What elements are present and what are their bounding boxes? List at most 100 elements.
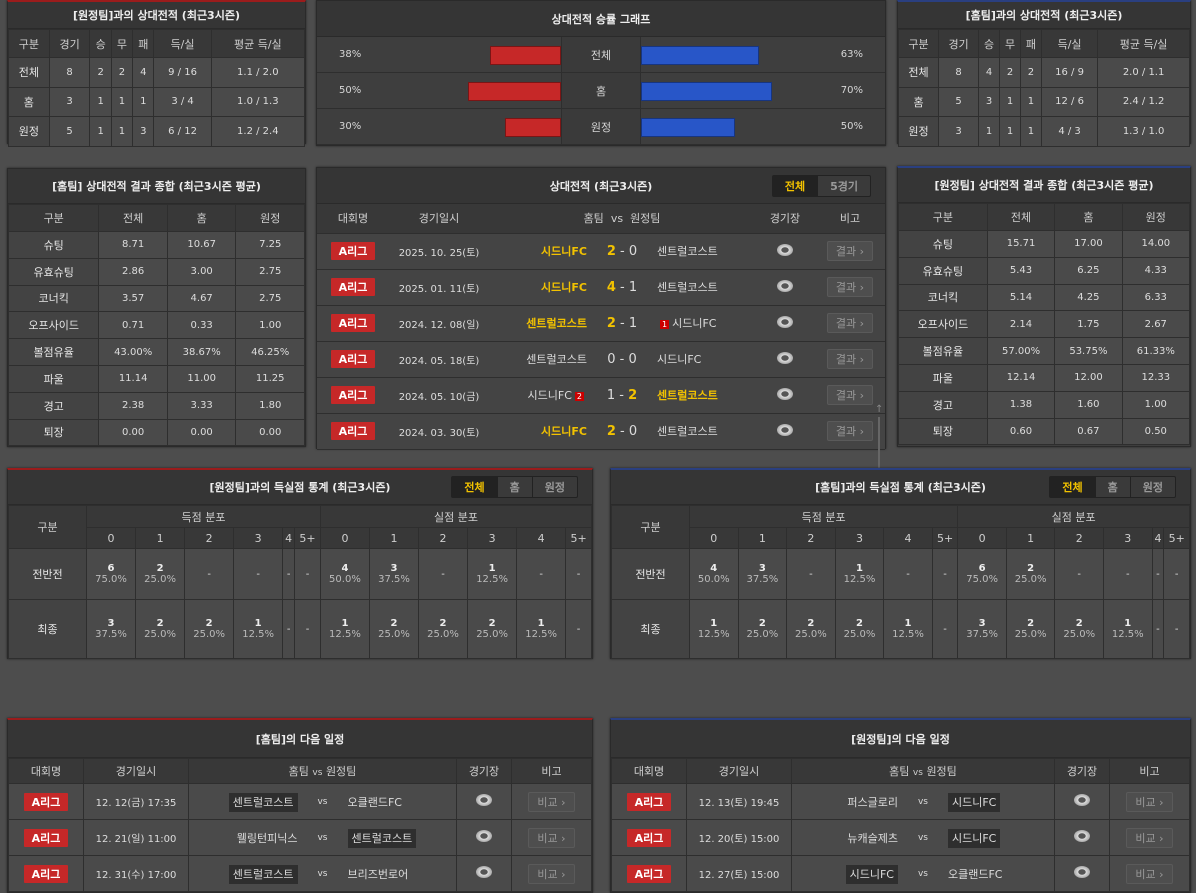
stadium-icon[interactable] [1074,794,1090,806]
stadium-icon[interactable] [777,315,793,328]
league-badge[interactable]: A리그 [23,792,69,811]
schedule-row[interactable]: A리그 12. 12(금) 17:35 센트럴코스트 vs 오클랜드FC 비교 … [8,783,592,820]
stadium-icon[interactable] [777,423,793,436]
league-badge[interactable]: A리그 [330,386,376,404]
result-button[interactable]: 결과 › [826,349,874,369]
league-badge[interactable]: A리그 [330,242,376,260]
schedule-row[interactable]: A리그 12. 21(일) 11:00 웰링턴피닉스 vs 센트럴코스트 비교 … [8,819,592,856]
compare-button[interactable]: 비교 › [1126,791,1173,812]
table-row: 오프사이드 0.71 0.33 1.00 [7,311,305,340]
stadium-icon[interactable] [777,243,793,256]
home-team[interactable]: 센트럴코스트 [228,864,298,884]
away-team[interactable]: 센트럴코스트 [657,281,718,294]
goal-count-header: 1 [1005,527,1056,549]
league-badge[interactable]: A리그 [626,828,672,847]
league-badge[interactable]: A리그 [330,422,376,440]
away-team[interactable]: 시드니FC [948,828,1001,848]
match-row[interactable]: A리그 2024. 03. 30(토) 시드니FC 2 - 0 센트럴코스트 결… [317,412,885,450]
compare-button[interactable]: 비교 › [528,863,575,884]
compare-button[interactable]: 비교 › [528,791,575,812]
schedule-row[interactable]: A리그 12. 31(수) 17:00 센트럴코스트 vs 브리즈번로어 비교 … [8,855,592,892]
table-cell: 61.33% [1121,337,1191,365]
vs-label: vs [317,796,328,807]
goal-count-header: 5+ [1163,527,1190,549]
stadium-icon[interactable] [777,279,793,292]
compare-button[interactable]: 비교 › [1126,863,1173,884]
league-badge[interactable]: A리그 [626,864,672,883]
league-badge[interactable]: A리그 [23,828,69,847]
scroll-up-icon[interactable]: ↑ [875,404,884,415]
home-team[interactable]: 뉴캐슬제츠 [847,831,898,845]
tab-2[interactable]: 원정 [1129,477,1175,497]
schedule-row[interactable]: A리그 12. 20(토) 15:00 뉴캐슬제츠 vs 시드니FC 비교 › [611,819,1190,856]
result-button[interactable]: 결과 › [826,241,874,261]
schedule-row[interactable]: A리그 12. 13(토) 19:45 퍼스글로리 vs 시드니FC 비교 › [611,783,1190,820]
match-row[interactable]: A리그 2024. 12. 08(일) 센트럴코스트 2 - 1 1 시드니FC … [317,304,885,342]
stadium-icon[interactable] [476,794,492,806]
compare-button[interactable]: 비교 › [528,827,575,848]
tab-0[interactable]: 전체 [452,477,497,497]
match-row[interactable]: A리그 2025. 10. 25(토) 시드니FC 2 - 0 센트럴코스트 결… [317,232,885,270]
home-team[interactable]: 퍼스글로리 [847,795,898,809]
result-button-label: 결과 [835,245,857,258]
away-team[interactable]: 센트럴코스트 [657,389,718,402]
table-cell: 2.75 [235,257,305,286]
home-team[interactable]: 웰링턴피닉스 [236,831,298,845]
away-team[interactable]: 센트럴코스트 [347,828,417,848]
table-row: 전반전 4 50.0% 3 37.5% -1 12.5% - -6 75.0% 2 25.0% - - - - [611,548,1190,600]
compare-button[interactable]: 비교 › [1126,827,1173,848]
tab-2[interactable]: 원정 [531,477,577,497]
league-badge[interactable]: A리그 [330,314,376,332]
match-row[interactable]: A리그 2024. 05. 18(토) 센트럴코스트 0 - 0 시드니FC 결… [317,340,885,378]
home-team[interactable]: 시드니FC [527,389,572,402]
away-team[interactable]: 오클랜드FC [948,867,1003,881]
away-team[interactable]: 센트럴코스트 [657,425,718,438]
stadium-icon[interactable] [1074,830,1090,842]
away-team[interactable]: 브리즈번로어 [347,867,409,881]
home-team[interactable]: 센트럴코스트 [526,317,587,330]
table-header-row: 구분 전체 홈 원정 [898,203,1191,231]
league-badge[interactable]: A리그 [626,792,672,811]
away-team[interactable]: 시드니FC [657,353,702,366]
table-row: 오프사이드 2.14 1.75 2.67 [898,310,1191,339]
away-team[interactable]: 오클랜드FC [347,795,403,809]
home-team[interactable]: 시드니FC [541,281,587,294]
tab-1[interactable]: 5경기 [817,175,870,196]
home-team[interactable]: 센트럴코스트 [228,792,298,812]
away-team[interactable]: 시드니FC [672,317,717,330]
away-score: 1 [628,279,638,295]
stadium-icon[interactable] [1074,866,1090,878]
home-team[interactable]: 시드니FC [541,425,587,438]
compare-button-label: 비교 [1135,867,1156,881]
column-header: 무 [999,29,1021,58]
result-button[interactable]: 결과 › [826,385,874,405]
table-row: 최종 3 37.5% 2 25.0% 2 25.0% 1 12.5% - -1 12.5% 2 25.0%… [8,599,592,659]
league-badge[interactable]: A리그 [330,278,376,296]
home-team[interactable]: 시드니FC [845,864,898,884]
league-badge[interactable]: A리그 [330,350,376,368]
stadium-icon[interactable] [777,387,793,400]
match-row[interactable]: A리그 2024. 05. 10(금) 시드니FC 2 1 - 2 센트럴코스트 … [317,376,885,414]
tab-1[interactable]: 홈 [496,477,532,497]
away-team[interactable]: 시드니FC [948,792,1001,812]
away-team[interactable]: 센트럴코스트 [657,245,718,258]
tab-0[interactable]: 전체 [772,175,818,196]
home-team[interactable]: 센트럴코스트 [526,353,587,366]
tab-1[interactable]: 홈 [1094,477,1130,497]
table-cell: 6 75.0% [85,548,137,600]
stadium-icon[interactable] [476,866,492,878]
result-button[interactable]: 결과 › [826,313,874,333]
tab-0[interactable]: 전체 [1050,477,1095,497]
stadium-icon[interactable] [777,351,793,364]
stadium-icon[interactable] [476,830,492,842]
result-button[interactable]: 결과 › [826,421,874,441]
schedule-row[interactable]: A리그 12. 27(토) 15:00 시드니FC vs 오클랜드FC 비교 › [611,855,1190,892]
graph-row: 30% 원정 50% [317,109,885,145]
match-row[interactable]: A리그 2025. 01. 11(토) 시드니FC 4 - 1 센트럴코스트 결… [317,268,885,306]
header-home: 홈팀 [583,212,604,226]
home-team[interactable]: 시드니FC [541,245,587,258]
table-cell: 8 [938,57,980,88]
league-badge[interactable]: A리그 [23,864,69,883]
result-button[interactable]: 결과 › [826,277,874,297]
compare-button-label: 비교 [1135,795,1156,809]
